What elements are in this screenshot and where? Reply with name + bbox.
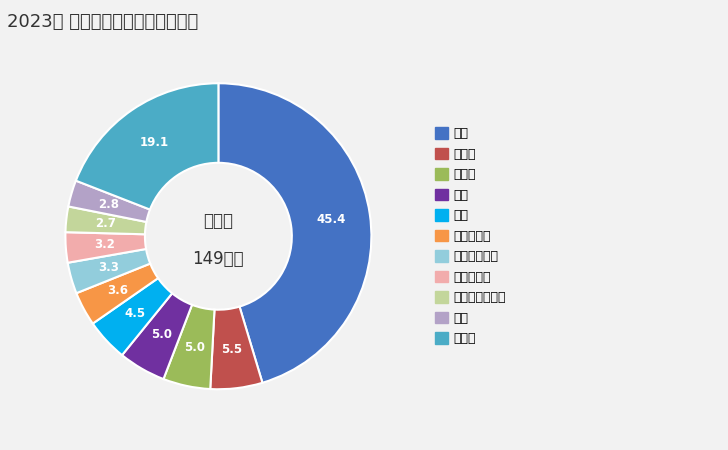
Wedge shape [210, 306, 262, 389]
Text: 4.5: 4.5 [124, 307, 146, 320]
Wedge shape [122, 293, 192, 379]
Text: 149億円: 149億円 [193, 250, 244, 268]
Wedge shape [68, 180, 150, 222]
Text: 2023年 輸出相手国のシェア（％）: 2023年 輸出相手国のシェア（％） [7, 14, 199, 32]
Wedge shape [76, 83, 218, 210]
Wedge shape [92, 278, 172, 355]
Wedge shape [164, 305, 215, 389]
Text: 3.6: 3.6 [108, 284, 129, 297]
Text: 45.4: 45.4 [317, 213, 346, 226]
Text: 5.5: 5.5 [221, 343, 242, 356]
Text: 2.7: 2.7 [95, 217, 116, 230]
Wedge shape [66, 207, 146, 234]
Text: 3.3: 3.3 [98, 261, 119, 274]
Wedge shape [68, 249, 150, 293]
Wedge shape [66, 232, 146, 263]
Text: 5.0: 5.0 [151, 328, 172, 342]
Text: 3.2: 3.2 [95, 238, 115, 251]
Legend: 米国, カナダ, ドイツ, 香港, 台湾, マレーシア, シンガポール, フィリピン, サウジアラビア, タイ, その他: 米国, カナダ, ドイツ, 香港, 台湾, マレーシア, シンガポール, フィリ… [435, 127, 506, 345]
Wedge shape [218, 83, 371, 383]
Text: 19.1: 19.1 [140, 135, 169, 148]
Wedge shape [76, 264, 158, 324]
Text: 5.0: 5.0 [184, 341, 205, 354]
Text: 総　額: 総 額 [203, 212, 234, 230]
Text: 2.8: 2.8 [98, 198, 119, 211]
